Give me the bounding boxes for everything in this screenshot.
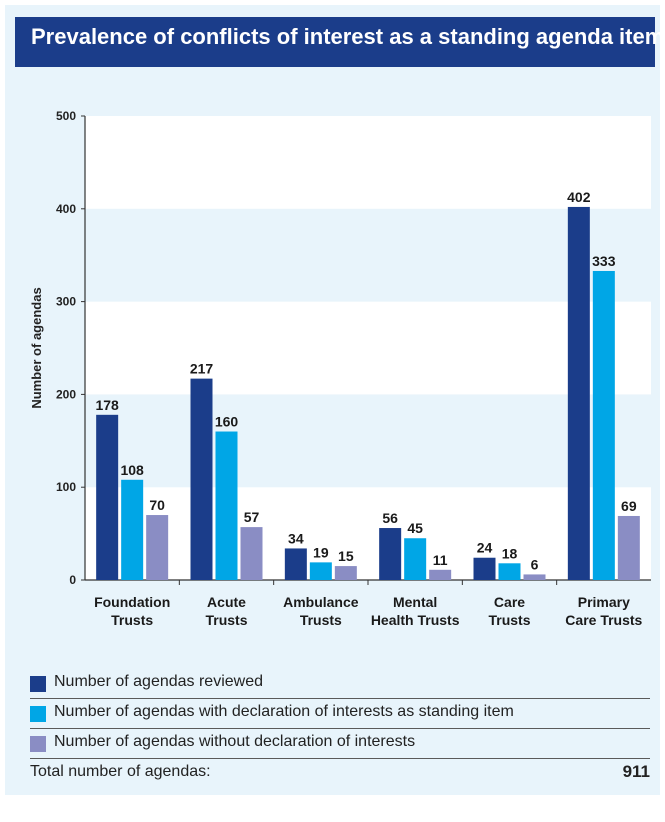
y-tick-label: 200 (56, 387, 76, 401)
bar-value-label: 178 (95, 397, 119, 413)
total-value: 911 (622, 762, 650, 781)
y-axis-label: Number of agendas (29, 287, 44, 408)
x-category-label: Trusts (300, 612, 342, 628)
bar-value-label: 333 (592, 253, 616, 269)
bar (567, 206, 590, 580)
bar-value-label: 45 (407, 520, 423, 536)
legend-item-with-declaration: Number of agendas with declaration of in… (30, 700, 650, 729)
bar-value-label: 19 (313, 544, 329, 560)
bar-value-label: 57 (244, 509, 260, 525)
y-tick-label: 100 (56, 480, 76, 494)
bar (334, 566, 357, 580)
y-tick-label: 500 (56, 109, 76, 123)
chart-title: Prevalence of conflicts of interest as a… (31, 24, 665, 49)
grid-band (85, 208, 651, 302)
x-category-label: Ambulance (283, 594, 359, 610)
bar (190, 378, 213, 580)
bar-value-label: 160 (215, 414, 239, 430)
grid-band (85, 116, 651, 209)
bar-value-label: 15 (338, 548, 354, 564)
total-label: Total number of agendas: (30, 763, 211, 780)
grid-band (85, 487, 651, 580)
x-category-label: Trusts (111, 612, 153, 628)
legend-item-reviewed: Number of agendas reviewed (30, 670, 650, 699)
x-category-label: Trusts (488, 612, 530, 628)
bar-value-label: 69 (621, 498, 637, 514)
legend-label-reviewed: Number of agendas reviewed (54, 673, 264, 690)
legend-label-without-declaration: Number of agendas without declaration of… (54, 733, 416, 750)
bar-value-label: 18 (502, 545, 518, 561)
legend-swatch-without-declaration (30, 736, 46, 752)
x-category-label: Care (494, 594, 525, 610)
legend-item-without-declaration: Number of agendas without declaration of… (30, 730, 650, 759)
bar-value-label: 56 (382, 510, 398, 526)
bar (498, 563, 521, 580)
x-category-label: Trusts (205, 612, 247, 628)
bar (617, 515, 640, 580)
bar (96, 414, 119, 580)
legend-swatch-reviewed (30, 676, 46, 692)
x-category-label: Foundation (94, 594, 170, 610)
total-row: Total number of agendas: 911 (30, 760, 650, 788)
bar-value-label: 108 (120, 462, 144, 478)
bar (592, 270, 615, 580)
bar (309, 562, 332, 580)
bar-value-label: 217 (190, 361, 214, 377)
bar-value-label: 34 (288, 530, 304, 546)
grid-band (85, 301, 651, 395)
bar (284, 548, 307, 580)
bar-chart: 0 100 200 300 400 500 Number of agendas 178 108 7… (29, 109, 651, 628)
bar (404, 538, 427, 580)
legend-label-with-declaration: Number of agendas with declaration of in… (54, 703, 514, 720)
bar (473, 557, 496, 580)
bar (523, 574, 546, 580)
grid-band (85, 394, 651, 488)
bar (240, 527, 263, 580)
bar-value-label: 6 (531, 556, 539, 572)
title-bar (15, 17, 655, 67)
bar-value-label: 11 (433, 552, 448, 568)
x-category-label: Mental (393, 594, 437, 610)
bar (215, 431, 238, 580)
bar-value-label: 24 (477, 540, 493, 556)
bar (379, 528, 402, 580)
y-tick-label: 400 (56, 202, 76, 216)
bar (146, 515, 169, 580)
bar-value-label: 70 (149, 497, 165, 513)
bar-value-label: 402 (567, 189, 591, 205)
y-tick-label: 0 (69, 573, 76, 587)
y-tick-label: 300 (56, 295, 76, 309)
x-category-label: Care Trusts (565, 612, 642, 628)
bar (121, 479, 144, 580)
x-category-label: Acute (207, 594, 246, 610)
x-category-label: Health Trusts (371, 612, 460, 628)
bar (429, 569, 452, 580)
x-category-label: Primary (578, 594, 630, 610)
legend-swatch-with-declaration (30, 706, 46, 722)
